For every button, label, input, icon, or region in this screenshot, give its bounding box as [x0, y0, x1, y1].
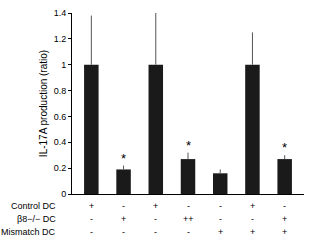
svg-text:0: 0	[61, 189, 66, 199]
svg-text:+: +	[250, 227, 255, 237]
svg-text:0.8: 0.8	[54, 86, 67, 96]
svg-text:-: -	[187, 227, 190, 237]
svg-text:-: -	[219, 201, 222, 211]
svg-text:+: +	[218, 227, 223, 237]
svg-text:*: *	[282, 140, 287, 155]
svg-text:-: -	[122, 227, 125, 237]
svg-text:-: -	[154, 227, 157, 237]
svg-text:1.2: 1.2	[54, 34, 67, 44]
svg-text:-: -	[219, 214, 222, 224]
svg-text:-: -	[251, 214, 254, 224]
svg-text:β8−/− DC: β8−/− DC	[17, 214, 56, 224]
svg-text:+: +	[282, 227, 287, 237]
svg-text:+: +	[89, 201, 94, 211]
svg-text:*: *	[121, 151, 126, 166]
svg-text:++: ++	[183, 214, 194, 224]
svg-text:-: -	[122, 201, 125, 211]
svg-text:-: -	[283, 201, 286, 211]
svg-text:-: -	[90, 227, 93, 237]
svg-text:*: *	[186, 138, 191, 153]
svg-text:0.4: 0.4	[54, 137, 67, 147]
svg-text:+: +	[153, 201, 158, 211]
svg-text:+: +	[121, 214, 126, 224]
svg-text:Control DC: Control DC	[11, 201, 56, 211]
svg-text:+: +	[282, 214, 287, 224]
svg-text:0.6: 0.6	[54, 112, 67, 122]
svg-text:0.2: 0.2	[54, 163, 67, 173]
svg-text:-: -	[187, 201, 190, 211]
svg-text:-: -	[90, 214, 93, 224]
svg-text:+: +	[250, 201, 255, 211]
svg-text:Mismatch DC: Mismatch DC	[1, 227, 56, 237]
svg-text:1.4: 1.4	[54, 8, 67, 18]
svg-text:-: -	[154, 214, 157, 224]
svg-text:IL-17A production (ratio): IL-17A production (ratio)	[38, 50, 49, 157]
svg-text:1: 1	[61, 60, 66, 70]
